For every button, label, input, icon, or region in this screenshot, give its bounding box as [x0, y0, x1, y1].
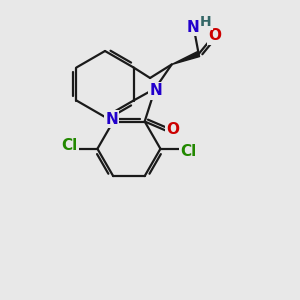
Text: Cl: Cl	[61, 138, 78, 153]
Text: Cl: Cl	[180, 144, 196, 159]
Text: O: O	[166, 122, 179, 136]
Text: H: H	[200, 15, 212, 28]
Text: N: N	[186, 20, 199, 34]
Text: O: O	[208, 28, 221, 44]
Text: N: N	[149, 83, 162, 98]
Text: N: N	[186, 20, 199, 34]
Text: N: N	[105, 112, 118, 127]
Polygon shape	[172, 52, 200, 64]
